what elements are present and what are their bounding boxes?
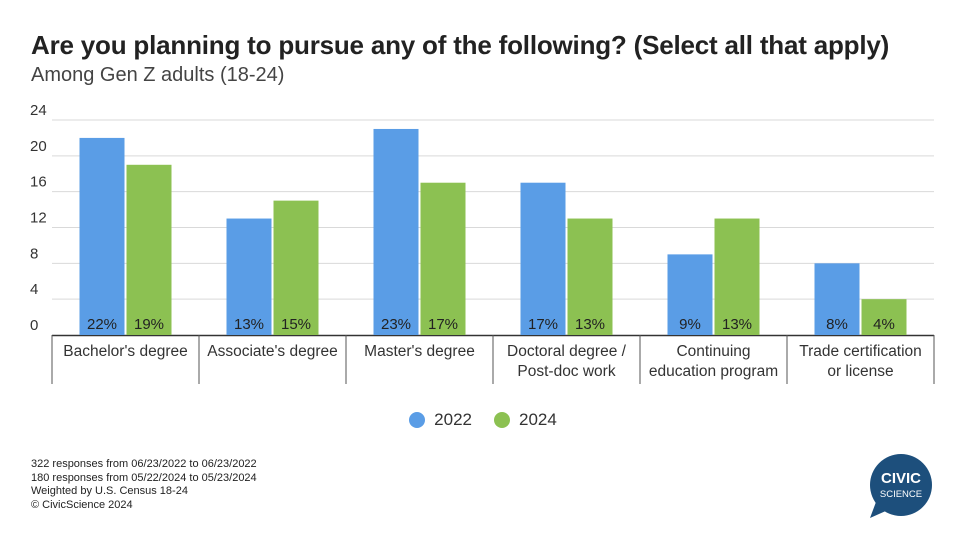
data-label-2024: 4% bbox=[873, 316, 895, 333]
x-tick-label: or license bbox=[827, 363, 893, 380]
y-tick-label: 0 bbox=[30, 317, 38, 334]
x-tick-label: Continuing bbox=[676, 343, 750, 360]
x-tick-label: Associate's degree bbox=[207, 343, 337, 360]
bar-2022 bbox=[373, 128, 419, 335]
bar-2022 bbox=[667, 254, 713, 335]
legend: 2022 2024 bbox=[0, 410, 966, 430]
chart-title: Are you planning to pursue any of the fo… bbox=[31, 30, 890, 60]
x-tick-label: Trade certification bbox=[799, 343, 922, 360]
data-label-2024: 17% bbox=[428, 316, 458, 333]
bar-2024 bbox=[273, 200, 319, 335]
legend-item-2022: 2022 bbox=[409, 410, 472, 430]
civicscience-logo: CIVIC SCIENCE bbox=[870, 454, 932, 518]
data-label-2022: 8% bbox=[826, 316, 848, 333]
x-tick-label: education program bbox=[649, 363, 778, 380]
bar-2024 bbox=[861, 299, 907, 335]
bar-2024 bbox=[126, 164, 172, 335]
x-tick-label: Doctoral degree / bbox=[507, 343, 627, 360]
legend-swatch-2022 bbox=[409, 412, 426, 428]
data-label-2022: 22% bbox=[87, 316, 117, 333]
y-tick-label: 24 bbox=[30, 102, 47, 119]
logo-text-civic: CIVIC bbox=[881, 470, 921, 487]
footnote-line: © CivicScience 2024 bbox=[31, 498, 133, 511]
chart-subtitle: Among Gen Z adults (18-24) bbox=[31, 64, 285, 86]
data-label-2022: 9% bbox=[679, 316, 701, 333]
legend-swatch-2024 bbox=[494, 412, 510, 428]
data-label-2024: 19% bbox=[134, 316, 164, 333]
bar-2024 bbox=[567, 218, 613, 335]
y-tick-label: 12 bbox=[30, 210, 47, 227]
bar-2022 bbox=[79, 137, 125, 335]
bar-2022 bbox=[814, 263, 860, 335]
bar-2022 bbox=[520, 182, 566, 335]
y-tick-label: 20 bbox=[30, 138, 47, 155]
logo-badge bbox=[870, 454, 932, 516]
bar-2024 bbox=[714, 218, 760, 335]
data-label-2024: 15% bbox=[281, 316, 311, 333]
x-tick-label: Post-doc work bbox=[517, 363, 615, 380]
logo-badge-tail bbox=[870, 502, 888, 518]
bar-2024 bbox=[420, 182, 466, 335]
footnote-line: Weighted by U.S. Census 18-24 bbox=[31, 485, 188, 497]
footnote-line: 180 responses from 05/22/2024 to 05/23/2… bbox=[31, 471, 257, 484]
y-tick-label: 16 bbox=[30, 174, 47, 191]
y-tick-label: 4 bbox=[30, 281, 38, 298]
legend-label-2024: 2024 bbox=[519, 410, 557, 429]
x-tick-label: Bachelor's degree bbox=[63, 343, 187, 360]
bar-2022 bbox=[226, 218, 272, 335]
x-tick-label: Master's degree bbox=[364, 343, 475, 360]
footnote-line: 322 responses from 06/23/2022 to 06/23/2… bbox=[31, 458, 257, 470]
legend-item-2024: 2024 bbox=[494, 410, 557, 430]
legend-label-2022: 2022 bbox=[434, 410, 472, 429]
data-label-2024: 13% bbox=[722, 316, 752, 333]
logo-text-science: SCIENCE bbox=[880, 489, 922, 500]
data-label-2022: 13% bbox=[234, 316, 264, 333]
data-label-2022: 17% bbox=[528, 316, 558, 333]
data-label-2024: 13% bbox=[575, 316, 605, 333]
footnotes: 322 responses from 06/23/2022 to 06/23/2… bbox=[31, 458, 257, 512]
y-tick-label: 8 bbox=[30, 245, 38, 262]
data-label-2022: 23% bbox=[381, 316, 411, 333]
